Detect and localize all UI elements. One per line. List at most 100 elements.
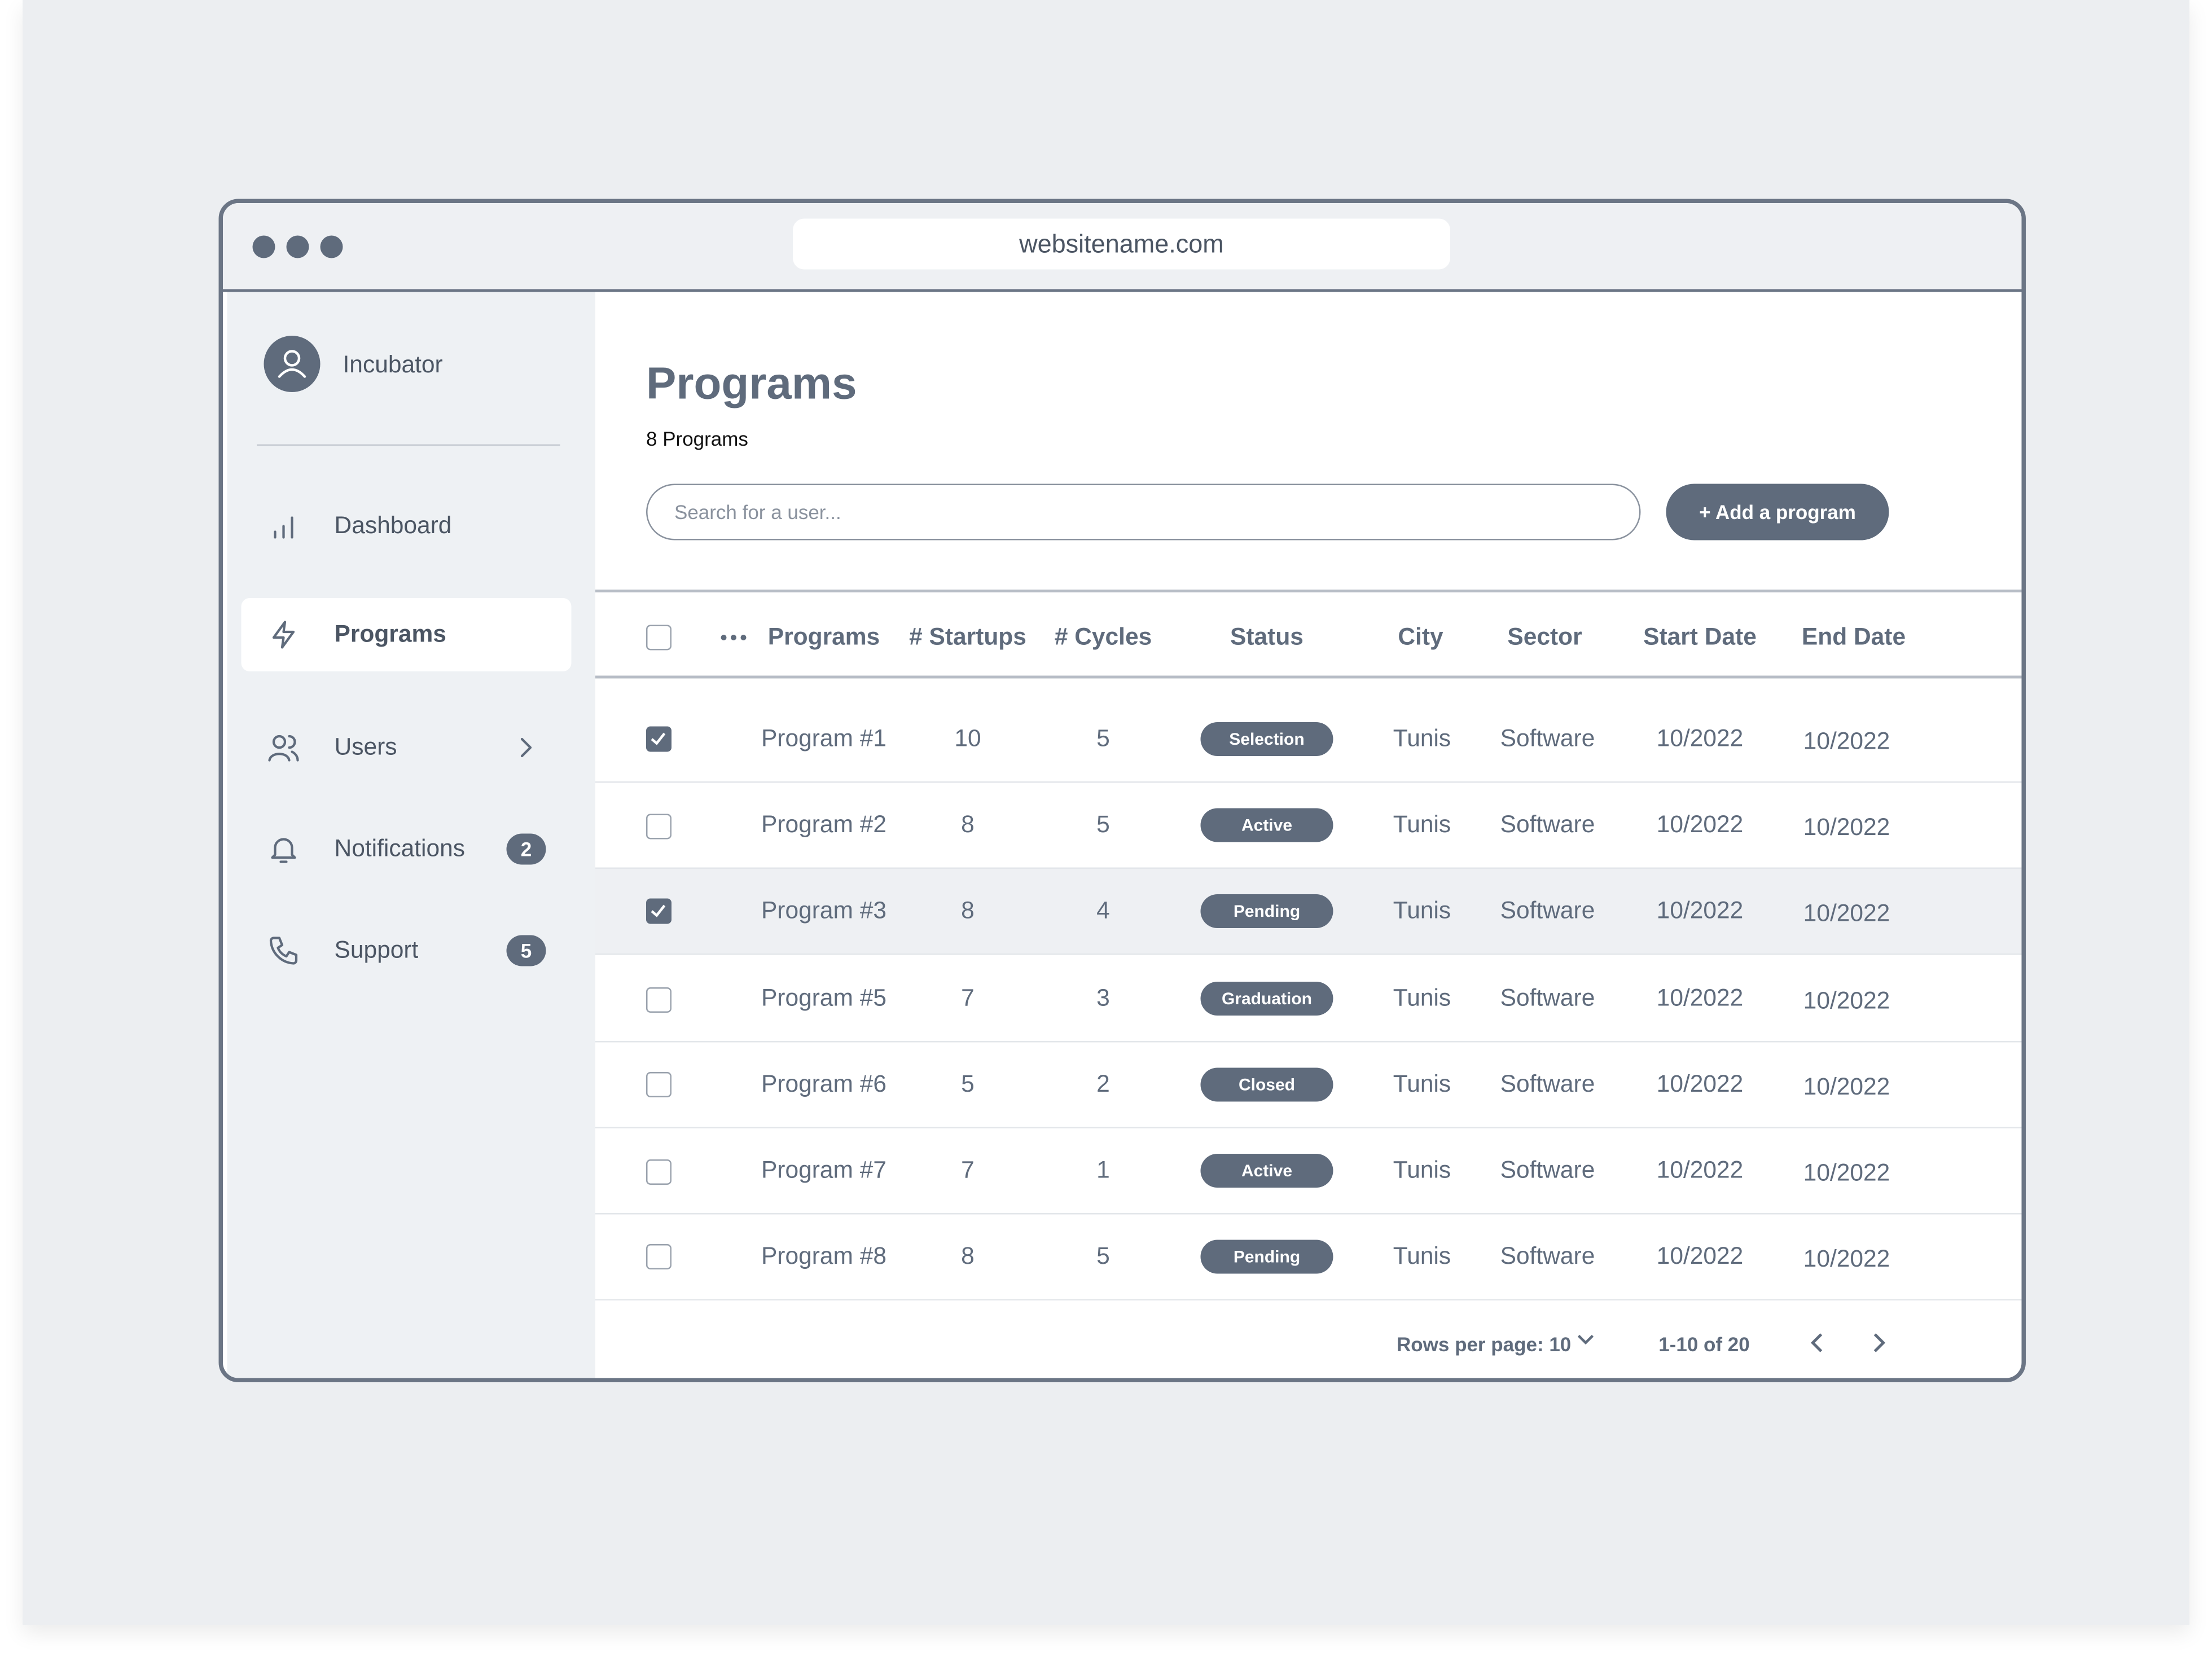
status-pill: Closed <box>1200 1067 1333 1101</box>
cell: Tunis <box>1393 725 1451 752</box>
cell: 10/2022 <box>1803 1073 1890 1100</box>
row-separator <box>595 1213 2022 1215</box>
nav-chevron-svg <box>520 737 532 758</box>
status-pill: Active <box>1200 808 1333 842</box>
rows-per-page[interactable]: Rows per page: 10 <box>1397 1333 1572 1356</box>
column-header[interactable]: City <box>1398 623 1443 651</box>
next-page[interactable] <box>1871 1331 1888 1354</box>
nav-icon-svg <box>271 838 296 863</box>
column-header[interactable]: Status <box>1230 623 1304 651</box>
page-range: 1-10 of 20 <box>1658 1333 1750 1356</box>
cell: Software <box>1500 1157 1595 1184</box>
table-top-border <box>595 590 2022 592</box>
row-checkbox[interactable] <box>646 899 672 925</box>
cell: 10/2022 <box>1656 725 1744 752</box>
window-dot[interactable] <box>320 235 343 258</box>
nav-label[interactable]: Notifications <box>334 835 466 862</box>
cell: 10/2022 <box>1656 1242 1744 1270</box>
account-name: Incubator <box>343 351 443 379</box>
cell: 4 <box>1096 897 1110 925</box>
cell: Program #3 <box>761 897 887 925</box>
url-bar[interactable]: websitename.com <box>793 218 1450 270</box>
cell: 7 <box>961 983 975 1011</box>
rows-dropdown-icon[interactable] <box>1576 1333 1596 1347</box>
page-title: Programs <box>646 357 857 408</box>
column-header[interactable]: Programs <box>767 623 880 651</box>
cell: Software <box>1500 725 1595 752</box>
cell: 1 <box>1096 1157 1110 1184</box>
column-header[interactable]: End Date <box>1801 623 1906 651</box>
nav-label[interactable]: Dashboard <box>334 512 452 539</box>
status-pill: Graduation <box>1200 981 1333 1015</box>
cell: Tunis <box>1393 1242 1451 1270</box>
cell: 8 <box>961 811 975 838</box>
column-header[interactable]: # Startups <box>909 623 1026 651</box>
avatar <box>264 336 321 392</box>
search-input[interactable]: Search for a user... <box>646 484 1641 540</box>
row-checkbox[interactable] <box>646 1244 672 1270</box>
cell: 5 <box>1096 1242 1110 1270</box>
nav-icon-svg <box>274 516 293 539</box>
nav-label[interactable]: Support <box>334 937 419 964</box>
nav-chevron <box>510 731 543 764</box>
row-checkbox[interactable] <box>646 814 672 840</box>
cell: 10/2022 <box>1803 1159 1890 1186</box>
cell: 5 <box>1096 811 1110 838</box>
row-checkbox[interactable] <box>646 1159 672 1185</box>
cell: 5 <box>1096 725 1110 752</box>
cell: 3 <box>1096 983 1110 1011</box>
column-header[interactable]: Sector <box>1507 623 1582 651</box>
add-program-button[interactable]: + Add a program <box>1666 484 1889 540</box>
row-separator <box>595 1040 2022 1042</box>
row-separator <box>595 867 2022 869</box>
nav-icon-svg <box>268 735 299 762</box>
status-pill: Active <box>1200 1154 1333 1188</box>
cell: 10/2022 <box>1656 1070 1744 1097</box>
window-dot[interactable] <box>252 235 275 258</box>
cell: Tunis <box>1393 1070 1451 1097</box>
nav-icon-svg <box>272 621 295 649</box>
cell: 10 <box>954 725 981 752</box>
row-separator <box>595 781 2022 783</box>
cell: Program #8 <box>761 1242 887 1270</box>
status-pill: Pending <box>1200 1240 1333 1274</box>
cell: 8 <box>961 897 975 925</box>
cell: 7 <box>961 1157 975 1184</box>
cell: Tunis <box>1393 897 1451 925</box>
cell: Tunis <box>1393 1157 1451 1184</box>
search-placeholder: Search for a user... <box>674 500 841 524</box>
nav-icon <box>267 832 301 866</box>
column-header[interactable]: # Cycles <box>1054 623 1152 651</box>
program-count: 8 Programs <box>646 427 748 450</box>
cell: Software <box>1500 811 1595 838</box>
status-pill: Selection <box>1200 722 1333 756</box>
select-all-checkbox[interactable] <box>646 625 672 651</box>
cell: 10/2022 <box>1656 811 1744 838</box>
more-icon[interactable] <box>719 631 748 645</box>
check-mark <box>651 732 666 745</box>
cell: Software <box>1500 1242 1595 1270</box>
cell: 5 <box>961 1070 975 1097</box>
cell: Program #1 <box>761 725 887 752</box>
prev-page[interactable] <box>1809 1331 1825 1354</box>
cell: Tunis <box>1393 811 1451 838</box>
active-nav-bg <box>241 598 572 671</box>
cell: 10/2022 <box>1656 983 1744 1011</box>
nav-label[interactable]: Users <box>334 733 397 761</box>
cell: 10/2022 <box>1803 728 1890 755</box>
row-separator <box>595 1126 2022 1128</box>
row-checkbox[interactable] <box>646 726 672 752</box>
cell: 10/2022 <box>1803 900 1890 928</box>
nav-badge: 2 <box>506 833 546 865</box>
status-pill: Pending <box>1200 894 1333 929</box>
row-checkbox[interactable] <box>646 1071 672 1097</box>
sidebar: Incubator Dashboard Programs Users Notifica… <box>227 292 595 1378</box>
window-dot[interactable] <box>286 235 309 258</box>
cell: 10/2022 <box>1803 986 1890 1014</box>
nav-label[interactable]: Programs <box>334 621 446 648</box>
column-header[interactable]: Start Date <box>1643 623 1757 651</box>
row-checkbox[interactable] <box>646 986 672 1012</box>
avatar-icon <box>278 350 306 378</box>
